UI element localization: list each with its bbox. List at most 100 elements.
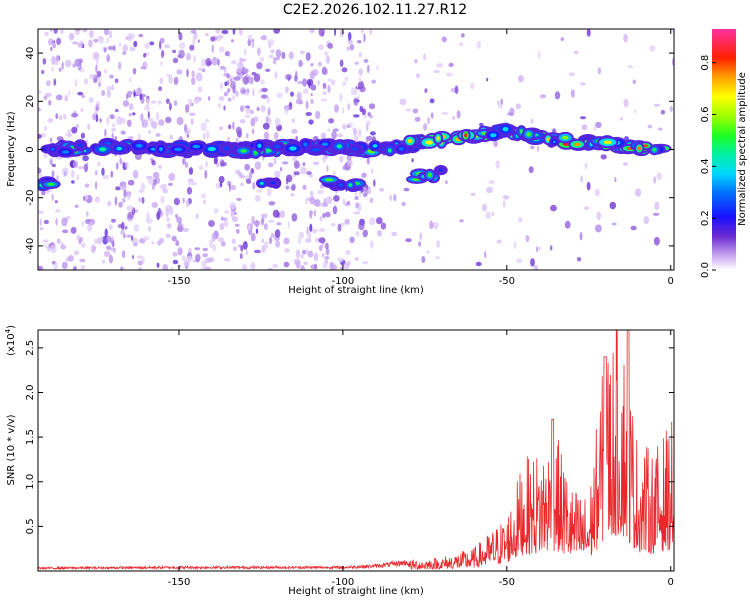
speckle-cell xyxy=(227,88,231,93)
speckle-cell xyxy=(307,250,314,258)
speckle-cell xyxy=(305,52,311,61)
speckle-cell xyxy=(72,63,76,68)
speckle-cell xyxy=(100,236,104,242)
speckle-cell xyxy=(614,177,617,183)
speckle-cell xyxy=(165,233,171,238)
speckle-cell xyxy=(242,241,248,250)
speckle-cell xyxy=(253,116,259,123)
speckle-cell xyxy=(65,133,73,137)
speckle-cell xyxy=(139,93,143,101)
speckle-cell xyxy=(285,86,289,94)
speckle-cell xyxy=(168,206,174,215)
speckle-cell xyxy=(149,41,155,46)
speckle-cell xyxy=(47,118,54,123)
speckle-cell xyxy=(314,199,321,207)
speckle-cell xyxy=(213,207,219,214)
speckle-cell xyxy=(39,227,44,231)
speckle-cell xyxy=(64,59,72,68)
speckle-cell xyxy=(190,118,194,126)
speckle-cell xyxy=(58,67,62,72)
bottom-x-axis-label: Height of straight line (km) xyxy=(288,586,424,597)
speckle-cell xyxy=(332,205,338,215)
speckle-cell xyxy=(74,29,82,32)
speckle-cell xyxy=(597,67,602,75)
speckle-cell xyxy=(182,227,189,233)
speckle-cell xyxy=(60,29,64,34)
speckle-cell xyxy=(445,72,453,77)
speckle-cell xyxy=(321,66,327,75)
speckle-cell xyxy=(125,93,129,100)
speckle-cell xyxy=(262,122,270,130)
speckle-cell xyxy=(83,78,89,85)
speckle-cell xyxy=(291,129,298,134)
speckle-cell xyxy=(349,44,355,51)
spectrogram-plot: -150 -100 -50 0 -40 -20 0 20 40 Height of straig… xyxy=(6,28,675,296)
speckle-cell xyxy=(86,211,89,217)
speckle-cell xyxy=(159,77,164,85)
speckle-cell xyxy=(342,123,347,130)
speckle-cell xyxy=(475,261,482,267)
top-y-axis-label: Frequency (Hz) xyxy=(6,111,17,187)
speckle-cell xyxy=(339,59,344,67)
speckle-cell xyxy=(186,255,193,263)
speckle-cell xyxy=(305,112,313,116)
speckle-cell xyxy=(340,266,343,270)
speckle-cell xyxy=(347,200,350,205)
speckle-cell xyxy=(365,135,373,141)
speckle-cell xyxy=(51,163,56,168)
speckle-cell xyxy=(223,91,229,97)
speckle-cell xyxy=(204,169,208,179)
speckle-cell xyxy=(70,226,77,234)
speckle-cell xyxy=(195,253,201,263)
speckle-cell xyxy=(121,250,126,258)
speckle-cell xyxy=(235,169,241,175)
speckle-cell xyxy=(362,229,368,238)
speckle-cell xyxy=(283,261,290,268)
speckle-cell xyxy=(239,119,246,124)
speckle-cell xyxy=(131,235,134,241)
speckle-cell xyxy=(276,222,282,226)
speckle-cell xyxy=(273,132,279,140)
speckle-cell xyxy=(643,216,650,225)
speckle-cell xyxy=(376,217,383,225)
speckle-cell xyxy=(399,98,407,106)
speckle-cell xyxy=(108,224,113,230)
speckle-cell xyxy=(205,57,212,67)
speckle-cell xyxy=(279,210,285,219)
speckle-cell xyxy=(223,105,226,111)
speckle-cell xyxy=(347,39,353,45)
speckle-cell xyxy=(127,119,132,128)
speckle-cell xyxy=(201,260,207,269)
speckle-cell xyxy=(122,51,127,55)
speckle-cell xyxy=(200,122,207,132)
speckle-cell xyxy=(103,29,110,36)
speckle-cell xyxy=(274,71,278,80)
speckle-cell xyxy=(270,232,275,238)
speckle-cell xyxy=(369,29,373,35)
speckle-cell xyxy=(376,64,379,71)
speckle-cell xyxy=(486,186,493,194)
speckle-cell xyxy=(274,229,281,238)
speckle-cell xyxy=(367,64,370,74)
speckle-cell xyxy=(82,29,88,32)
speckle-cell xyxy=(346,46,351,51)
speckle-cell xyxy=(350,87,358,96)
speckle-cell xyxy=(144,98,150,103)
main-band-cell xyxy=(522,128,536,141)
speckle-cell xyxy=(192,36,195,46)
speckle-cell xyxy=(414,116,421,122)
speckle-cell xyxy=(550,204,557,212)
speckle-cell xyxy=(210,36,216,42)
speckle-cell xyxy=(470,192,476,196)
speckle-cell xyxy=(138,267,143,270)
speckle-cell xyxy=(80,108,84,112)
speckle-cell xyxy=(56,37,61,46)
colorbar-label: Normalized spectral amplitude xyxy=(737,72,748,226)
speckle-cell xyxy=(111,235,114,242)
speckle-cell xyxy=(235,126,242,135)
speckle-cell xyxy=(106,89,111,98)
speckle-cell xyxy=(369,217,376,226)
speckle-cell xyxy=(68,90,71,96)
speckle-cell xyxy=(72,160,79,168)
main-band-cell xyxy=(56,146,75,158)
